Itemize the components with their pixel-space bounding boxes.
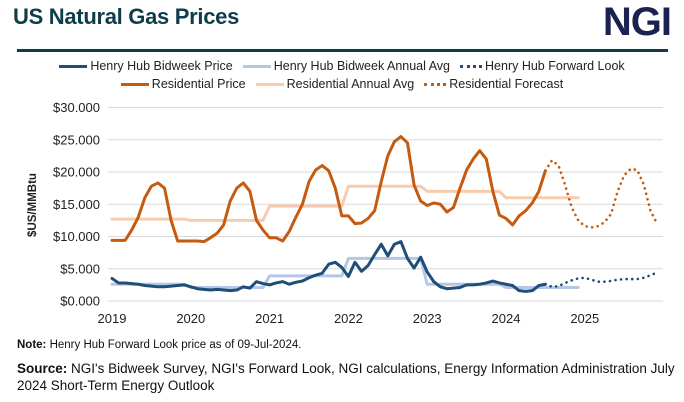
legend-label: Residential Annual Avg (286, 77, 415, 91)
chart-title: US Natural Gas Prices (13, 4, 240, 29)
source-text: NGI's Bidweek Survey, NGI's Forward Look… (17, 361, 675, 393)
note: Note: Henry Hub Forward Look price as of… (17, 339, 301, 351)
x-tick-label: 2019 (98, 311, 127, 326)
source-label: Source: (17, 361, 68, 376)
legend-label: Residential Forecast (449, 77, 564, 91)
title-divider (17, 49, 668, 52)
x-tick-label: 2023 (413, 311, 442, 326)
legend-swatch (120, 82, 149, 86)
legend-row-1: Henry Hub Bidweek Price Henry Hub Bidwee… (0, 59, 684, 73)
legend-swatch (460, 64, 483, 68)
source: Source: NGI's Bidweek Survey, NGI's Forw… (17, 360, 677, 394)
note-text: Henry Hub Forward Look price as of 09-Ju… (46, 339, 302, 351)
legend-row-2: Residential Price Residential Annual Avg… (0, 77, 684, 91)
residential-annual-avg-line (110, 184, 580, 222)
y-axis-label: $US/MMBtu (27, 173, 39, 237)
x-tick-label: 2021 (255, 311, 284, 326)
henry-hub-forward-look-line (544, 271, 659, 289)
legend-item: Residential Annual Avg (255, 77, 415, 91)
legend-item: Henry Hub Forward Look (460, 59, 625, 73)
legend-item: Residential Price (120, 77, 246, 91)
legend-swatch (59, 64, 88, 68)
y-tick-label: $10.000 (53, 229, 100, 244)
legend-label: Henry Hub Bidweek Price (90, 59, 233, 73)
legend-item: Henry Hub Bidweek Price (59, 59, 233, 73)
legend-item: Henry Hub Bidweek Annual Avg (242, 59, 451, 73)
legend-label: Residential Price (151, 77, 246, 91)
ngi-logo: NGI (602, 0, 672, 44)
y-tick-label: $15.000 (53, 197, 100, 212)
henry-hub-bidweek-price-line (110, 240, 547, 293)
legend-swatch (255, 82, 284, 86)
note-label: Note: (17, 339, 47, 351)
residential-price-line (110, 135, 547, 244)
x-tick-label: 2024 (492, 311, 521, 326)
legend-label: Henry Hub Bidweek Annual Avg (273, 59, 451, 73)
x-tick-label: 2022 (334, 311, 363, 326)
y-tick-label: $20.000 (53, 165, 100, 180)
y-tick-label: $5.000 (60, 261, 100, 276)
residential-forecast-line (544, 159, 659, 229)
legend-label: Henry Hub Forward Look (485, 59, 625, 73)
x-tick-label: 2020 (176, 311, 205, 326)
y-tick-label: $0.000 (60, 294, 100, 309)
legend-swatch (424, 82, 447, 86)
y-tick-label: $25.000 (53, 132, 100, 147)
legend-swatch (242, 64, 271, 68)
y-tick-label: $30.000 (53, 100, 100, 115)
legend-item: Residential Forecast (424, 77, 563, 91)
x-tick-label: 2025 (570, 311, 599, 326)
